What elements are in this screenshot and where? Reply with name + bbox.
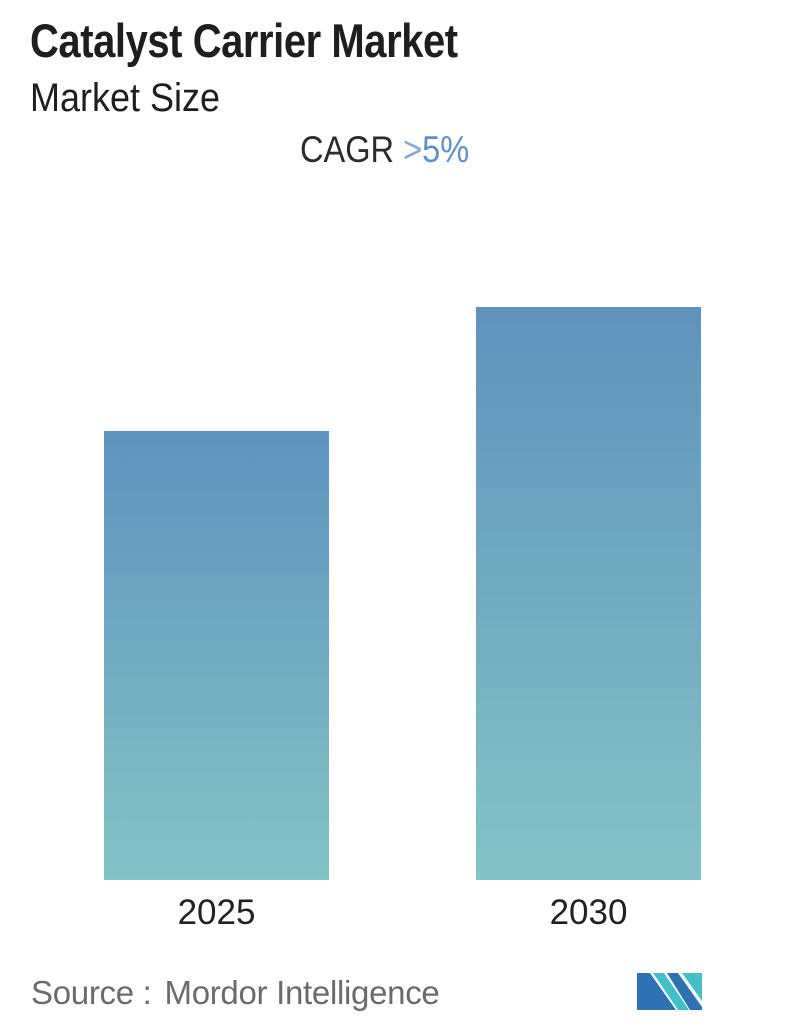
mordor-intelligence-logo <box>637 973 702 1010</box>
logo-right-dark-stroke <box>667 973 702 1010</box>
page-subtitle: Market Size <box>30 76 221 120</box>
source-label: Source : <box>31 974 152 1011</box>
cagr-label: CAGR <box>300 129 395 170</box>
x-tick-label-2025: 2025 <box>177 893 256 932</box>
logo-right-teal-triangle <box>682 973 702 1001</box>
logo-left-dark-stroke <box>637 973 676 1010</box>
cagr-value: 5% <box>422 129 470 170</box>
x-tick-label-2030: 2030 <box>549 893 628 932</box>
source-attribution: Source : Mordor Intelligence <box>31 974 440 1011</box>
page-title: Catalyst Carrier Market <box>30 14 458 67</box>
cagr-annotation: CAGR >5% <box>300 131 469 168</box>
source-value: Mordor Intelligence <box>164 974 440 1011</box>
cagr-greater-than: > <box>403 129 423 170</box>
bar-2025 <box>104 431 329 880</box>
bar-2030 <box>476 307 701 880</box>
logo-middle-teal-stroke <box>653 973 689 1010</box>
